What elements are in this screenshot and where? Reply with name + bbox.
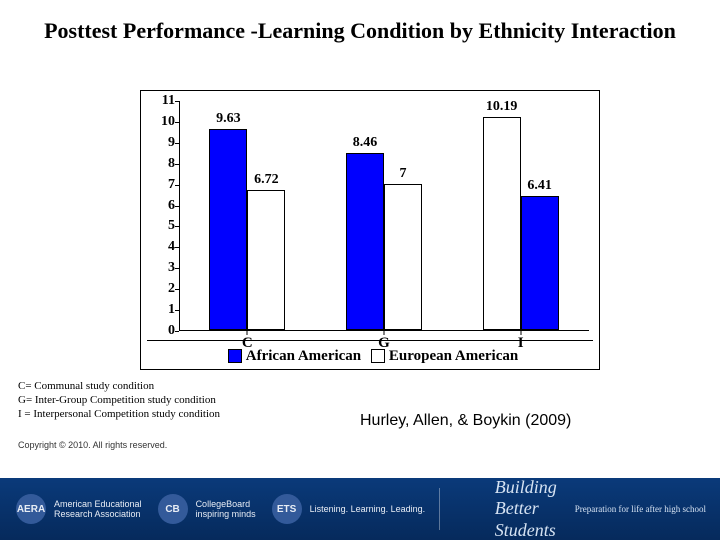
def-i: I = Interpersonal Competition study cond… — [18, 408, 220, 422]
ytick-mark — [175, 226, 179, 227]
legend-label-aa: African American — [246, 348, 361, 364]
ytick-mark — [175, 185, 179, 186]
bar-value-label: 10.19 — [486, 99, 518, 115]
legend-swatch-ea — [371, 349, 385, 363]
bar-value-label: 7 — [400, 166, 407, 182]
ytick-label: 11 — [145, 93, 175, 109]
bar-fill — [384, 184, 422, 330]
ytick-mark — [175, 247, 179, 248]
footer-logo-ets: ETS Listening. Learning. Leading. — [272, 490, 426, 528]
copyright: Copyright © 2010. All rights reserved. — [18, 440, 167, 450]
bar-fill — [483, 117, 521, 330]
ytick-label: 3 — [145, 260, 175, 276]
bar-value-label: 9.63 — [216, 111, 241, 127]
ytick-mark — [175, 206, 179, 207]
def-c: C= Communal study condition — [18, 380, 220, 394]
bar-fill — [209, 129, 247, 330]
ytick-label: 1 — [145, 302, 175, 318]
ytick-mark — [175, 143, 179, 144]
ytick-mark — [175, 122, 179, 123]
chart-container: 01234567891011C9.636.72G8.467I6.4110.19 … — [140, 90, 600, 370]
condition-definitions: C= Communal study condition G= Inter-Gro… — [18, 380, 220, 421]
ytick-label: 6 — [145, 198, 175, 214]
ytick-mark — [175, 331, 179, 332]
ytick-mark — [175, 101, 179, 102]
bar-fill — [346, 153, 384, 330]
footer-right-block: Building Better Students — [495, 477, 557, 541]
xtick-mark — [520, 330, 521, 335]
legend-swatch-aa — [228, 349, 242, 363]
aera-text: American Educational Research Associatio… — [54, 499, 142, 519]
collegeboard-icon: CB — [158, 494, 188, 524]
xtick-mark — [247, 330, 248, 335]
bar: 6.41 — [521, 196, 559, 330]
bar-value-label: 6.41 — [527, 178, 552, 194]
bar: 6.72 — [247, 190, 285, 331]
bar-fill — [521, 196, 559, 330]
footer-logo-collegeboard: CB CollegeBoard inspiring minds — [158, 490, 256, 528]
footer-slogan-big: Building Better Students — [495, 477, 557, 541]
ytick-mark — [175, 268, 179, 269]
legend-separator — [147, 340, 593, 341]
ytick-label: 4 — [145, 239, 175, 255]
ytick-mark — [175, 164, 179, 165]
y-axis — [179, 101, 180, 330]
footer-bar: AERA American Educational Research Assoc… — [0, 478, 720, 540]
ytick-label: 10 — [145, 114, 175, 130]
ytick-mark — [175, 289, 179, 290]
ytick-label: 0 — [145, 323, 175, 339]
footer-separator — [439, 488, 440, 530]
bar: 8.46 — [346, 153, 384, 330]
xtick-mark — [384, 330, 385, 335]
bar: 7 — [384, 184, 422, 330]
bar: 9.63 — [209, 129, 247, 330]
citation: Hurley, Allen, & Boykin (2009) — [360, 412, 571, 430]
bar: 10.19 — [483, 117, 521, 330]
ytick-mark — [175, 310, 179, 311]
legend-label-ea: European American — [389, 348, 518, 364]
ytick-label: 7 — [145, 177, 175, 193]
collegeboard-text: CollegeBoard inspiring minds — [196, 499, 256, 519]
ytick-label: 9 — [145, 135, 175, 151]
bar-value-label: 8.46 — [353, 135, 378, 151]
ytick-label: 8 — [145, 156, 175, 172]
def-g: G= Inter-Group Competition study conditi… — [18, 394, 220, 408]
footer-slogan-small: Preparation for life after high school — [575, 504, 706, 515]
footer-logo-aera: AERA American Educational Research Assoc… — [16, 490, 142, 528]
ytick-label: 2 — [145, 281, 175, 297]
page-title: Posttest Performance -Learning Condition… — [0, 0, 720, 52]
aera-icon: AERA — [16, 494, 46, 524]
bar-value-label: 6.72 — [254, 172, 279, 188]
ets-text: Listening. Learning. Leading. — [310, 504, 426, 514]
plot-area: 01234567891011C9.636.72G8.467I6.4110.19 — [179, 101, 589, 331]
ets-icon: ETS — [272, 494, 302, 524]
legend: African American European American — [141, 348, 599, 365]
bar-fill — [247, 190, 285, 331]
ytick-label: 5 — [145, 218, 175, 234]
